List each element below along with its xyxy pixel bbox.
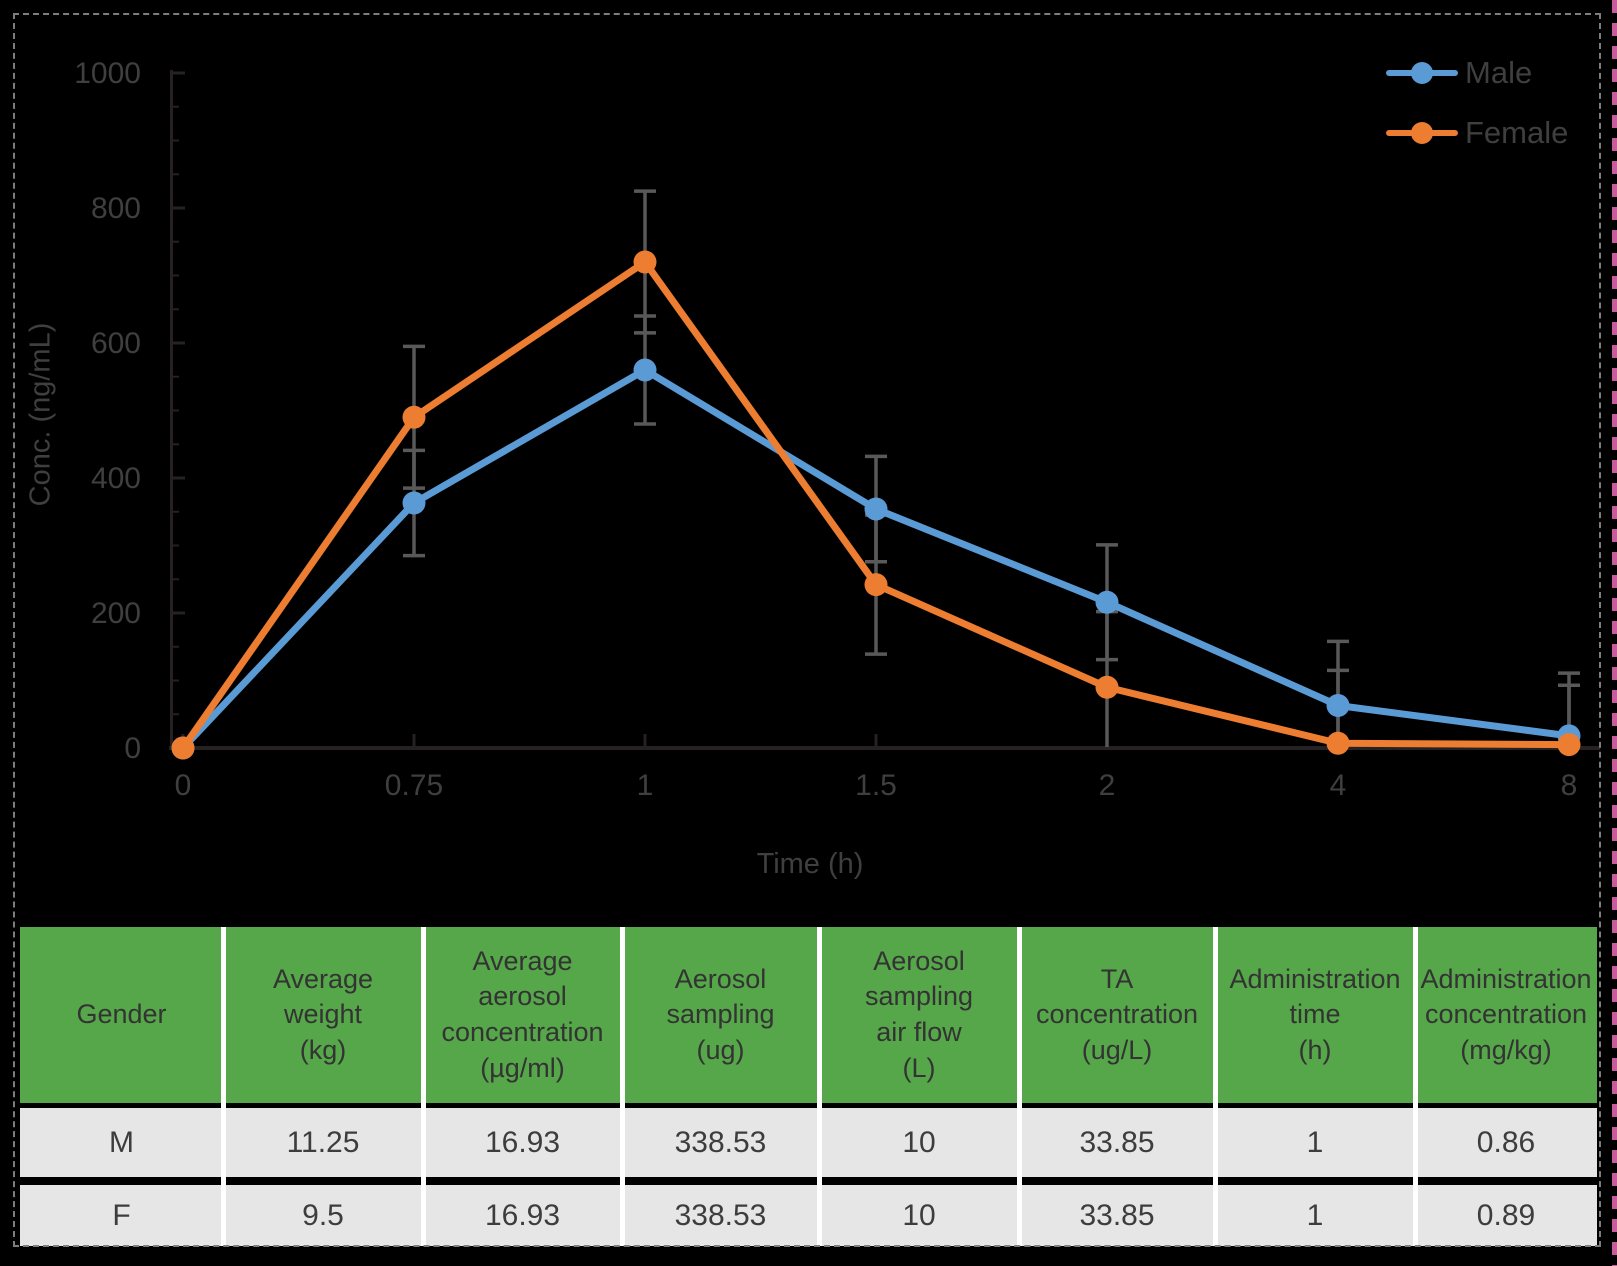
table-cell: 33.85	[1019, 1185, 1215, 1246]
table-cell: 1	[1215, 1185, 1415, 1246]
table-cell: 10	[819, 1185, 1019, 1246]
female-data-point	[402, 405, 426, 429]
y-tick-label: 400	[91, 462, 141, 495]
column-divider	[220, 927, 226, 1246]
header-cell: Aerosol sampling air flow (L)	[819, 927, 1019, 1103]
row-separator	[20, 1177, 1597, 1185]
y-axis-title: Conc. (ng/mL)	[24, 322, 57, 507]
table-cell: 10	[819, 1108, 1019, 1177]
x-tick-label: 2	[1099, 769, 1116, 802]
header-cell: Average weight (kg)	[223, 927, 423, 1103]
x-tick-label: 4	[1330, 769, 1347, 802]
table-cell: 0.89	[1415, 1185, 1597, 1246]
female-data-point	[633, 250, 657, 274]
header-cell: Administration time (h)	[1215, 927, 1415, 1103]
legend-item-female: Female	[1386, 112, 1568, 154]
header-cell: Gender	[20, 927, 223, 1103]
female-data-point	[1557, 733, 1581, 757]
male-data-point	[402, 491, 426, 515]
table-cell: 0.86	[1415, 1108, 1597, 1177]
chart-legend: Male Female	[1386, 52, 1568, 154]
magenta-edge-marker	[1612, 0, 1617, 1266]
male-data-point	[1326, 693, 1350, 717]
table-cell: M	[20, 1108, 223, 1177]
column-divider	[619, 927, 625, 1246]
legend-item-male: Male	[1386, 52, 1568, 94]
female-marker-icon	[1411, 122, 1433, 144]
female-data-point	[171, 736, 195, 760]
table-cell: 33.85	[1019, 1108, 1215, 1177]
table-cell: 1	[1215, 1108, 1415, 1177]
male-marker-icon	[1411, 62, 1433, 84]
legend-label-male: Male	[1465, 55, 1533, 90]
table-cell: 9.5	[223, 1185, 423, 1246]
female-data-point	[864, 573, 888, 597]
male-data-point	[633, 358, 657, 382]
x-tick-label: 1	[637, 769, 654, 802]
column-divider	[1016, 927, 1022, 1246]
header-cell: TA concentration (ug/L)	[1019, 927, 1215, 1103]
table-row: M 11.25 16.93 338.53 10 33.85 1 0.86	[20, 1108, 1597, 1177]
female-series-swatch	[1386, 122, 1458, 144]
table-cell: F	[20, 1185, 223, 1246]
x-tick-label: 0	[175, 769, 192, 802]
table-cell: 16.93	[423, 1108, 622, 1177]
female-data-point	[1326, 731, 1350, 755]
y-tick-label: 200	[91, 597, 141, 630]
table-cell: 11.25	[223, 1108, 423, 1177]
parameters-table: Gender Average weight (kg) Average aerosol…	[20, 927, 1597, 1246]
line-chart: 0 200 400 600 800 1000 0 0.75 1 1.5 2 4 8	[74, 57, 1600, 802]
y-tick-label: 800	[91, 192, 141, 225]
x-tick-label: 8	[1561, 769, 1578, 802]
column-divider	[1212, 927, 1218, 1246]
header-cell: Aerosol sampling (ug)	[622, 927, 819, 1103]
y-tick-label: 1000	[74, 57, 141, 90]
female-data-point	[1095, 675, 1119, 699]
table-cell: 16.93	[423, 1185, 622, 1246]
table-row: F 9.5 16.93 338.53 10 33.85 1 0.89	[20, 1185, 1597, 1246]
table-cell: 338.53	[622, 1108, 819, 1177]
male-series-swatch	[1386, 62, 1458, 84]
male-data-point	[1095, 590, 1119, 614]
header-cell: Administration concentration (mg/kg)	[1415, 927, 1597, 1103]
column-divider	[420, 927, 426, 1246]
y-tick-label: 0	[124, 732, 141, 765]
male-data-point	[864, 497, 888, 521]
x-tick-label: 1.5	[855, 769, 897, 802]
header-cell: Average aerosol concentration (µg/ml)	[423, 927, 622, 1103]
y-tick-label: 600	[91, 327, 141, 360]
x-tick-label: 0.75	[385, 769, 443, 802]
column-divider	[816, 927, 822, 1246]
table-cell: 338.53	[622, 1185, 819, 1246]
table-header-row: Gender Average weight (kg) Average aerosol…	[20, 927, 1597, 1103]
legend-label-female: Female	[1465, 115, 1569, 150]
column-divider	[1412, 927, 1418, 1246]
x-axis-title: Time (h)	[756, 848, 864, 880]
